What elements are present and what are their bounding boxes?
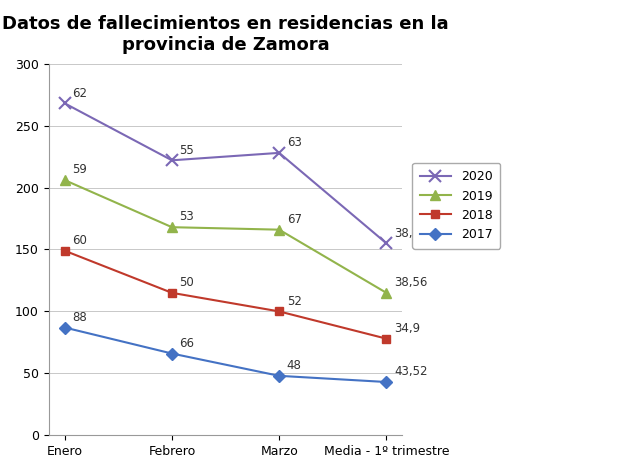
Text: 63: 63 (287, 136, 302, 149)
2018 (275, 308, 283, 314)
2018 (168, 290, 176, 296)
2020 (275, 150, 283, 156)
Text: 66: 66 (180, 337, 195, 350)
Text: 62: 62 (72, 87, 87, 100)
2019 (168, 224, 176, 230)
Text: 88: 88 (72, 311, 87, 324)
2018 (61, 248, 69, 254)
2019 (382, 290, 390, 296)
2019 (61, 177, 69, 183)
Text: 53: 53 (180, 210, 194, 223)
Text: 52: 52 (287, 295, 302, 308)
Title: Datos de fallecimientos en residencias en la
provincia de Zamora: Datos de fallecimientos en residencias e… (3, 15, 449, 54)
Text: 34,9: 34,9 (394, 322, 420, 335)
2020 (61, 100, 69, 106)
Text: 38,56: 38,56 (394, 276, 427, 289)
Text: 59: 59 (72, 163, 87, 176)
Text: 60: 60 (72, 234, 87, 247)
Legend: 2020, 2019, 2018, 2017: 2020, 2019, 2018, 2017 (412, 163, 500, 249)
2017 (61, 324, 69, 330)
2018 (382, 336, 390, 342)
Line: 2018: 2018 (60, 246, 391, 343)
Text: 43,52: 43,52 (394, 365, 427, 378)
2017 (168, 350, 176, 356)
Text: 48: 48 (287, 359, 302, 372)
Text: 55: 55 (180, 144, 194, 157)
Line: 2019: 2019 (60, 175, 391, 298)
Line: 2020: 2020 (59, 98, 392, 249)
2017 (275, 373, 283, 379)
2017 (382, 379, 390, 385)
Text: 50: 50 (180, 276, 194, 289)
2020 (168, 158, 176, 163)
Text: 38,78: 38,78 (394, 227, 427, 239)
2020 (382, 240, 390, 246)
2019 (275, 227, 283, 233)
Text: 67: 67 (287, 213, 302, 226)
Line: 2017: 2017 (60, 324, 391, 386)
